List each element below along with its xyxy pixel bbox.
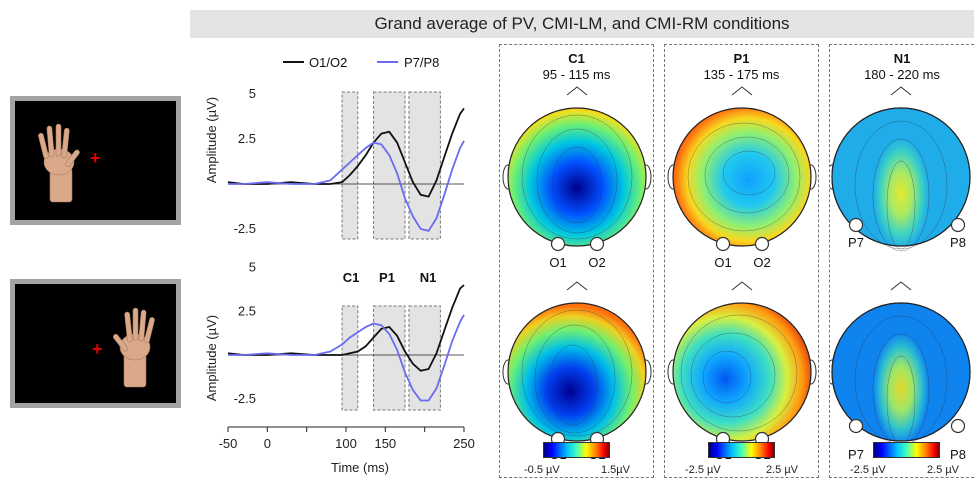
y-tick-label: 2.5	[238, 131, 256, 146]
electrode-label: P8	[950, 447, 966, 462]
window-label-p1: P1	[379, 270, 395, 285]
x-tick-label: 250	[453, 436, 475, 451]
electrode-marker	[589, 236, 605, 252]
nose-icon	[566, 86, 588, 96]
colorbar-min-label: -2.5 µV	[685, 464, 721, 476]
electrode-label: O1	[714, 255, 731, 270]
fixation-cross: +	[90, 148, 101, 168]
electrode-label: P8	[950, 235, 966, 250]
colorbar-max-label: 2.5 µV	[927, 464, 960, 476]
colorbar-min-label: -2.5 µV	[850, 464, 886, 476]
x-tick-label: -50	[219, 436, 238, 451]
series-line-p7p8	[228, 140, 465, 232]
y-tick-label: 2.5	[238, 303, 256, 318]
panel-time-window: 135 - 175 ms	[703, 67, 780, 82]
analysis-window-n1	[408, 305, 441, 411]
legend-label-o1o2: O1/O2	[309, 55, 347, 70]
x-tick-label: 100	[335, 436, 357, 451]
colorbar	[543, 442, 610, 458]
nose-icon	[566, 281, 588, 291]
x-tick-label: 150	[374, 436, 396, 451]
electrode-label: P7	[848, 447, 864, 462]
analysis-window-c1	[341, 91, 359, 240]
colorbar-max-label: 1.5µV	[601, 464, 630, 476]
scalp-map-bottom: P7 P8	[830, 281, 971, 462]
figure-title-banner: Grand average of PV, CMI-LM, and CMI-RM …	[190, 10, 974, 38]
right-hand-stimulus: +	[10, 279, 181, 408]
x-tick-label: 0	[264, 436, 271, 451]
electrode-label: P7	[848, 235, 864, 250]
y-tick-label: -2.5	[234, 391, 256, 406]
legend-label-p7p8: P7/P8	[404, 55, 439, 70]
window-labels: C1 P1 N1	[343, 270, 437, 285]
nose-icon	[731, 86, 753, 96]
electrode-marker	[950, 217, 966, 233]
analysis-window-c1	[341, 305, 359, 411]
head-outline	[672, 107, 812, 247]
colorbar	[873, 442, 940, 458]
series-line-p7p8	[228, 314, 465, 402]
topo-panel-p1: P1 135 - 175 ms O1 O2	[664, 44, 819, 478]
topo-panel-n1: N1 180 - 220 ms P7 P8	[829, 44, 974, 478]
colorbar-max-label: 2.5 µV	[766, 464, 799, 476]
electrode-label: O2	[588, 255, 605, 270]
right-hand-icon	[112, 307, 155, 388]
left-hand-stimulus: +	[10, 96, 181, 225]
head-outline	[507, 107, 647, 247]
x-axis: -50 0 100 150 250	[219, 426, 475, 451]
panel-title: P1	[733, 51, 750, 66]
electrode-label: O2	[753, 255, 770, 270]
panel-title: C1	[568, 51, 585, 66]
stimulus-screen	[15, 101, 176, 220]
fixation-cross: +	[92, 339, 103, 359]
analysis-window-p1	[373, 91, 406, 240]
y-axis-label: Amplitude (µV)	[204, 97, 219, 183]
nose-icon	[731, 281, 753, 291]
scalp-map-top: O1 O2	[502, 86, 652, 270]
scalp-map-top: O1 O2	[667, 86, 817, 270]
panel-title: N1	[893, 51, 911, 66]
left-hand-icon	[38, 123, 80, 203]
scalp-map-top: P7 P8	[830, 86, 971, 252]
y-axis-label: Amplitude (µV)	[204, 315, 219, 401]
nose-icon	[890, 281, 912, 291]
panel-time-window: 180 - 220 ms	[864, 67, 940, 82]
window-label-c1: C1	[343, 270, 360, 285]
electrode-marker	[754, 236, 770, 252]
electrode-marker	[848, 418, 864, 434]
head-outline	[672, 302, 812, 442]
colorbar	[708, 442, 775, 458]
y-tick-label: -2.5	[234, 221, 256, 236]
x-axis-label: Time (ms)	[331, 460, 389, 475]
scalp-map-bottom: O1 O2	[502, 281, 652, 462]
window-label-n1: N1	[420, 270, 437, 285]
electrode-marker	[950, 418, 966, 434]
electrode-marker	[550, 236, 566, 252]
colorbar-min-label: -0.5 µV	[524, 464, 560, 476]
electrode-marker	[848, 217, 864, 233]
topo-panel-c1: C1 95 - 115 ms O1 O2	[499, 44, 654, 478]
y-tick-label: 5	[249, 260, 256, 275]
scalp-maps: O1 O2 O1 O2	[667, 86, 817, 462]
scalp-maps: P7 P8 P7 P8	[830, 86, 971, 462]
electrode-label: O1	[549, 255, 566, 270]
y-tick-label: 5	[249, 86, 256, 101]
scalp-map-bottom: O1 O2	[667, 281, 817, 462]
scalp-maps: O1 O2 O1 O2	[502, 86, 652, 462]
panel-time-window: 95 - 115 ms	[542, 67, 611, 82]
nose-icon	[890, 86, 912, 96]
head-outline	[507, 302, 647, 442]
chart-legend: O1/O2 P7/P8	[283, 55, 439, 70]
electrode-marker	[715, 236, 731, 252]
erp-waveform-chart: O1/O2 P7/P8 5 2.5 -2.5 5 2.5 -2.5 C1 P1 N1 Am…	[204, 55, 475, 475]
analysis-window-n1	[408, 91, 441, 240]
